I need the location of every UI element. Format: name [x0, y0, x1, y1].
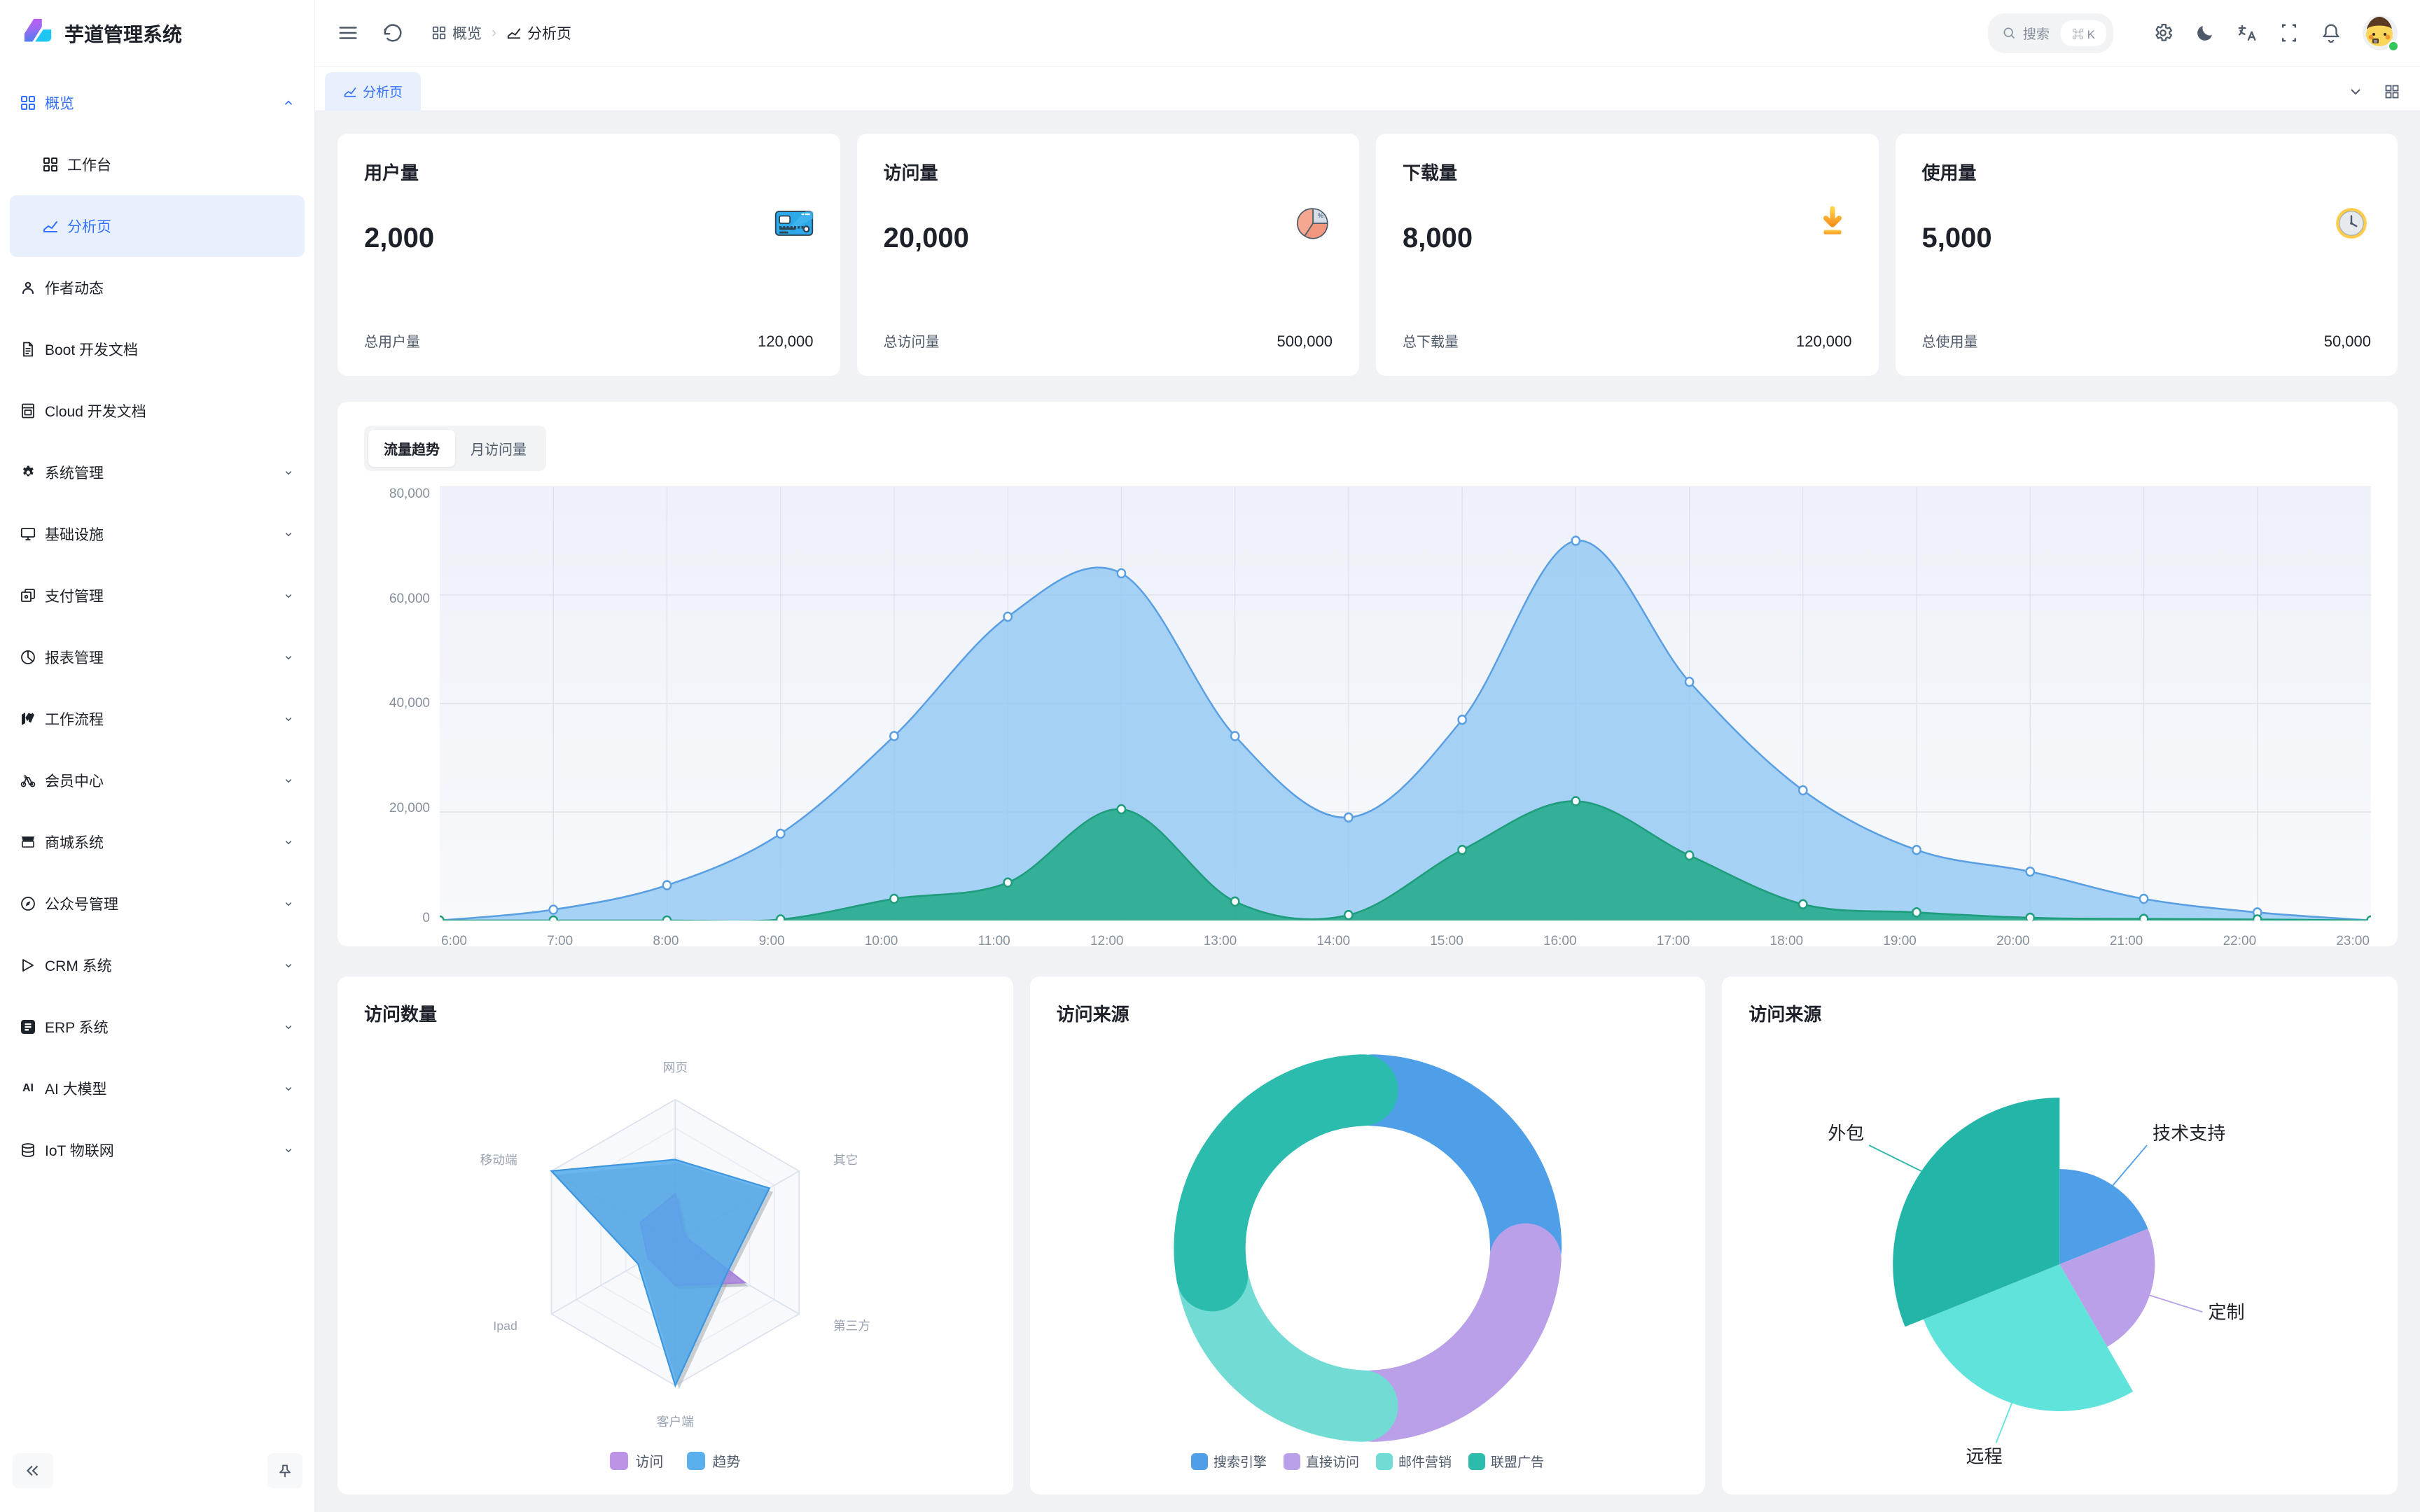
svg-text:技术支持: 技术支持 [2153, 1123, 2225, 1144]
svg-text:%: % [1318, 212, 1324, 219]
svg-text:Ipad: Ipad [493, 1319, 517, 1333]
svg-text:客户端: 客户端 [657, 1415, 694, 1429]
svg-text:第三方: 第三方 [833, 1319, 870, 1333]
svg-text:定制: 定制 [2209, 1301, 2245, 1322]
svg-text:其它: 其它 [833, 1153, 858, 1167]
svg-text:远程: 远程 [1966, 1446, 2003, 1467]
svg-text:移动端: 移动端 [480, 1153, 517, 1167]
svg-text:外包: 外包 [1828, 1123, 1865, 1144]
svg-text:网页: 网页 [663, 1060, 688, 1074]
